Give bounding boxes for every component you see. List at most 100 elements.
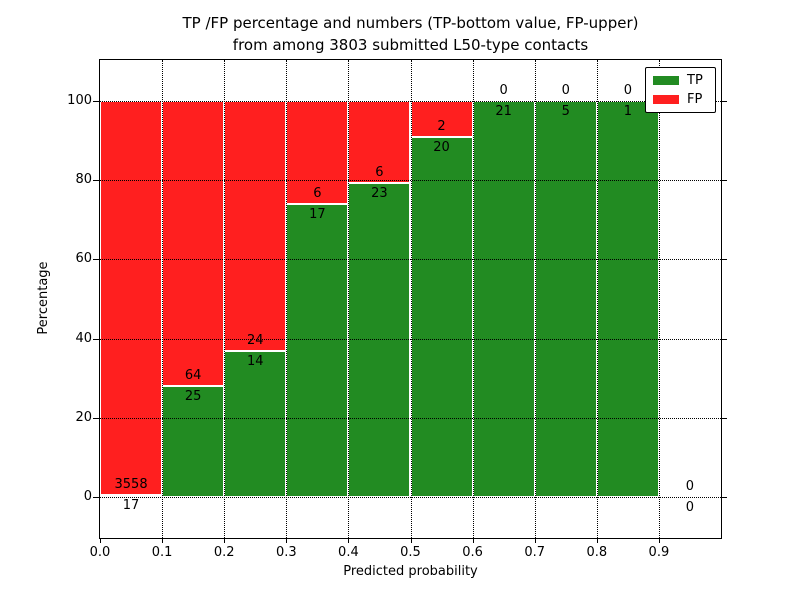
legend-item-tp: TP — [653, 74, 708, 87]
y-tick-label: 0 — [83, 489, 92, 504]
bar-segment-tp — [534, 101, 597, 497]
y-tick-label: 40 — [75, 330, 92, 346]
fp-count-label: 0 — [561, 83, 570, 98]
y-tick-mark — [93, 497, 99, 498]
fp-count-label: 64 — [184, 367, 202, 383]
x-tick-label: 0.6 — [462, 545, 483, 560]
tp-count-label: 25 — [184, 388, 202, 404]
fp-count-label: 6 — [375, 164, 384, 180]
y-tick-label: 100 — [67, 93, 92, 108]
x-gridline — [596, 60, 598, 538]
x-tick-label: 0.0 — [89, 545, 111, 560]
x-gridline — [534, 60, 536, 538]
bar-segment-tp — [348, 182, 411, 497]
x-gridline — [224, 60, 226, 538]
x-gridline — [348, 60, 350, 538]
y-tick-mark — [93, 417, 99, 419]
x-tick-label: 0.4 — [338, 545, 359, 560]
x-tick-mark — [348, 538, 350, 543]
fp-count-label: 0 — [623, 83, 632, 98]
tp-count-label: 14 — [246, 354, 264, 370]
chart-title-line1: TP /FP percentage and numbers (TP-bottom… — [182, 14, 639, 32]
y-tick-label: 80 — [75, 172, 92, 188]
bar-segment-tp — [472, 101, 535, 497]
x-tick-label: 0.3 — [275, 545, 297, 560]
x-gridline — [472, 60, 474, 538]
legend-item-fp: FP — [653, 93, 708, 106]
x-tick-mark — [286, 538, 288, 543]
y-gridline — [100, 417, 721, 419]
tp-count-label: 21 — [495, 104, 512, 119]
y-tick-mark — [93, 338, 99, 340]
x-tick-mark — [100, 538, 101, 543]
y-tick-mark — [93, 259, 99, 261]
bar-segment-fp — [410, 101, 473, 137]
bar-segment-fp — [162, 101, 225, 386]
fp-count-label: 3558 — [114, 477, 148, 493]
x-tick-label: 0.5 — [400, 545, 421, 560]
tp-count-label: 17 — [309, 207, 326, 223]
x-gridline — [410, 60, 412, 538]
x-tick-label: 0.2 — [213, 545, 235, 560]
fp-count-label: 0 — [499, 83, 508, 98]
y-tick-mark-right — [721, 338, 727, 340]
x-axis-label: Predicted probability — [343, 564, 478, 579]
tp-count-label: 5 — [561, 104, 570, 119]
fp-count-label: 6 — [313, 186, 322, 202]
y-tick-mark-right — [721, 259, 727, 261]
legend: TP FP — [645, 67, 716, 113]
y-axis-label: Percentage — [36, 261, 51, 335]
fp-count-label: 24 — [246, 333, 264, 349]
tp-count-label: 20 — [433, 140, 450, 155]
y-tick-mark-right — [721, 417, 727, 419]
x-tick-mark — [224, 538, 226, 543]
y-tick-label: 60 — [75, 251, 92, 267]
x-tick-label: 0.9 — [648, 545, 670, 560]
x-tick-label: 0.7 — [524, 545, 546, 560]
y-gridline — [100, 259, 721, 261]
x-gridline — [286, 60, 288, 538]
y-tick-mark — [93, 101, 99, 102]
bar-segment-tp — [100, 495, 163, 498]
x-tick-mark — [472, 538, 474, 543]
fp-count-label: 0 — [685, 479, 695, 494]
x-tick-label: 0.8 — [586, 545, 608, 560]
bar-segment-fp — [224, 101, 287, 352]
y-gridline — [100, 180, 721, 182]
x-tick-mark — [162, 538, 164, 543]
x-gridline — [162, 60, 164, 538]
tp-color-swatch — [653, 76, 679, 85]
y-gridline — [100, 497, 721, 498]
chart-title-line2: from among 3803 submitted L50-type conta… — [232, 36, 589, 54]
x-tick-mark — [658, 538, 660, 543]
bar-segment-tp — [596, 101, 659, 497]
bar-segment-tp — [162, 385, 225, 497]
x-tick-mark — [410, 538, 412, 543]
fp-color-swatch — [653, 95, 679, 104]
y-gridline — [100, 101, 721, 102]
y-tick-mark — [93, 180, 99, 182]
x-tick-mark — [534, 538, 536, 543]
bar-segment-tp — [410, 137, 473, 497]
bar-segment-tp — [286, 204, 349, 497]
y-tick-mark-right — [721, 101, 727, 102]
plot-area: 3558 17 64 25 24 14 6 17 6 23 2 20 0 21 0 5 0 1 0 0 0.0 0.1 0.… — [90, 59, 727, 560]
legend-label-tp: TP — [687, 73, 703, 88]
y-tick-mark-right — [721, 497, 727, 498]
bar-segment-tp — [224, 351, 287, 497]
fp-count-label: 2 — [437, 119, 446, 134]
tp-count-label: 23 — [371, 185, 388, 201]
legend-label-fp: FP — [687, 92, 703, 107]
tp-count-label: 17 — [122, 498, 140, 514]
x-tick-label: 0.1 — [151, 545, 173, 560]
y-tick-label: 20 — [75, 409, 92, 425]
x-gridline — [658, 60, 660, 538]
tp-count-label: 1 — [623, 104, 632, 119]
chart-title: TP /FP percentage and numbers (TP-bottom… — [99, 12, 722, 56]
x-tick-mark — [596, 538, 598, 543]
y-tick-mark-right — [721, 180, 727, 182]
bar-segment-fp — [100, 101, 163, 496]
tp-count-label: 0 — [685, 500, 695, 515]
y-gridline — [100, 338, 721, 340]
